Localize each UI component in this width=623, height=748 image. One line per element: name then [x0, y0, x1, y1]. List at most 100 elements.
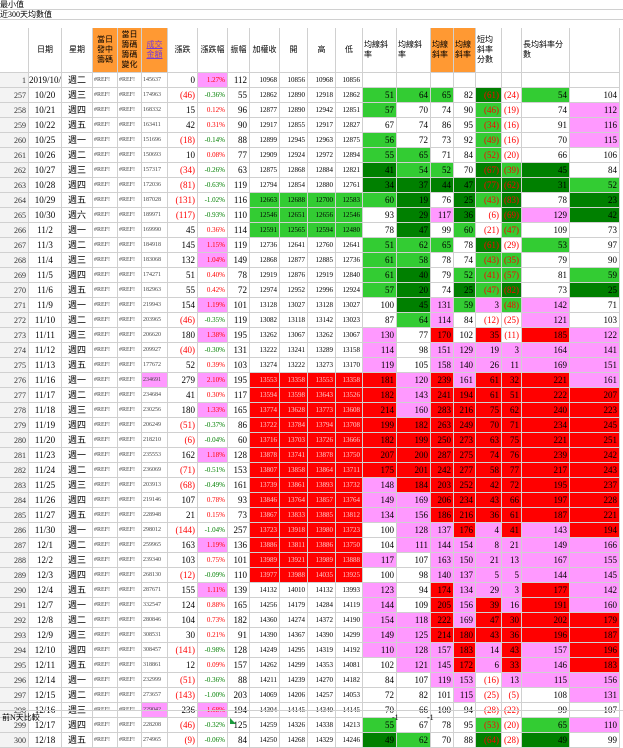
slope-cell[interactable]: 143: [397, 388, 431, 403]
slope-cell[interactable]: 32: [502, 373, 522, 388]
empty-cell[interactable]: [454, 73, 476, 88]
close-cell[interactable]: 12974: [250, 283, 280, 298]
low-cell[interactable]: 13027: [336, 298, 363, 313]
slope-cell[interactable]: 6: [476, 658, 502, 673]
slope-cell[interactable]: 74: [522, 103, 570, 118]
ref-cell[interactable]: #REF!: [118, 733, 142, 748]
slope-cell[interactable]: 29: [397, 208, 431, 223]
slope-cell[interactable]: 54: [397, 163, 431, 178]
slope-cell[interactable]: 221: [570, 508, 620, 523]
change-cell[interactable]: (71): [168, 463, 198, 478]
volume-cell[interactable]: 332547: [142, 598, 168, 613]
volume-cell[interactable]: 228948: [142, 508, 168, 523]
date-cell[interactable]: 11/20: [29, 433, 62, 448]
slope-cell[interactable]: 51: [502, 388, 522, 403]
change-cell[interactable]: (68): [168, 478, 198, 493]
high-cell[interactable]: 12996: [308, 283, 336, 298]
weekday-cell[interactable]: 週二: [62, 463, 93, 478]
weekday-cell[interactable]: 週四: [62, 418, 93, 433]
volume-cell[interactable]: 187028: [142, 193, 168, 208]
slope-cell[interactable]: 125: [397, 628, 431, 643]
slope-cell[interactable]: 42: [476, 478, 502, 493]
slope-cell[interactable]: 144: [363, 598, 397, 613]
slope-cell[interactable]: 114: [363, 343, 397, 358]
slope-cell[interactable]: 142: [570, 583, 620, 598]
slope-cell[interactable]: 156: [454, 598, 476, 613]
percent-cell[interactable]: 1.15%: [198, 238, 228, 253]
slope-cell[interactable]: 214: [363, 403, 397, 418]
ref-cell[interactable]: #REF!: [118, 268, 142, 283]
header-cell[interactable]: 均線斜率: [363, 28, 397, 73]
amplitude-cell[interactable]: 101: [228, 553, 250, 568]
slope-cell[interactable]: (35): [502, 253, 522, 268]
high-cell[interactable]: 12880: [308, 178, 336, 193]
change-cell[interactable]: (131): [168, 193, 198, 208]
ref-cell[interactable]: #REF!: [118, 523, 142, 538]
slope-cell[interactable]: (11): [502, 328, 522, 343]
slope-cell[interactable]: 234: [454, 493, 476, 508]
empty-cell[interactable]: [431, 73, 454, 88]
low-cell[interactable]: 14190: [336, 613, 363, 628]
open-cell[interactable]: 10856: [280, 73, 308, 88]
weekday-cell[interactable]: 週二: [62, 313, 93, 328]
low-cell[interactable]: 13750: [336, 538, 363, 553]
date-cell[interactable]: 10/20: [29, 88, 62, 103]
slope-cell[interactable]: 155: [570, 553, 620, 568]
slope-cell[interactable]: 250: [431, 433, 454, 448]
slope-cell[interactable]: 19: [397, 193, 431, 208]
volume-cell[interactable]: 206620: [142, 328, 168, 343]
slope-cell[interactable]: 100: [363, 568, 397, 583]
amplitude-cell[interactable]: 165: [228, 403, 250, 418]
row-number[interactable]: 285: [0, 508, 29, 523]
slope-cell[interactable]: 117: [363, 553, 397, 568]
slope-cell[interactable]: 194: [454, 388, 476, 403]
percent-cell[interactable]: 0.75%: [198, 553, 228, 568]
ref-cell[interactable]: #REF!: [118, 103, 142, 118]
row-number[interactable]: 272: [0, 313, 29, 328]
weekday-cell[interactable]: 週五: [62, 193, 93, 208]
slope-cell[interactable]: 143: [522, 523, 570, 538]
close-cell[interactable]: 13082: [250, 313, 280, 328]
change-cell[interactable]: 132: [168, 253, 198, 268]
slope-cell[interactable]: 199: [397, 433, 431, 448]
slope-cell[interactable]: 228: [570, 493, 620, 508]
high-cell[interactable]: 14132: [308, 583, 336, 598]
high-cell[interactable]: 13885: [308, 508, 336, 523]
percent-cell[interactable]: 1.19%: [198, 298, 228, 313]
date-cell[interactable]: 11/17: [29, 388, 62, 403]
amplitude-cell[interactable]: 77: [228, 148, 250, 163]
weekday-cell[interactable]: 週一: [62, 133, 93, 148]
row-number[interactable]: 269: [0, 268, 29, 283]
percent-cell[interactable]: 0.39%: [198, 358, 228, 373]
volume-cell[interactable]: 234684: [142, 388, 168, 403]
ref-cell[interactable]: #REF!: [118, 253, 142, 268]
weekday-cell[interactable]: 週一: [62, 448, 93, 463]
amplitude-cell[interactable]: 55: [228, 88, 250, 103]
slope-cell[interactable]: 245: [570, 418, 620, 433]
volume-cell[interactable]: 298012: [142, 523, 168, 538]
ref-cell[interactable]: #REF!: [93, 298, 118, 313]
header-cell[interactable]: 振幅: [228, 28, 250, 73]
change-cell[interactable]: 279: [168, 373, 198, 388]
slope-cell[interactable]: 45: [397, 298, 431, 313]
volume-cell[interactable]: 209927: [142, 343, 168, 358]
slope-cell[interactable]: (43): [476, 253, 502, 268]
open-cell[interactable]: 12945: [280, 133, 308, 148]
ref-cell[interactable]: #REF!: [118, 568, 142, 583]
amplitude-cell[interactable]: 101: [228, 298, 250, 313]
weekday-cell[interactable]: 週六: [62, 208, 93, 223]
change-cell[interactable]: 51: [168, 268, 198, 283]
high-cell[interactable]: 13864: [308, 463, 336, 478]
close-cell[interactable]: 13807: [250, 463, 280, 478]
slope-cell[interactable]: 186: [431, 508, 454, 523]
change-cell[interactable]: 12: [168, 658, 198, 673]
slope-cell[interactable]: 44: [431, 178, 454, 193]
empty-cell[interactable]: [397, 73, 431, 88]
open-cell[interactable]: 13118: [280, 313, 308, 328]
close-cell[interactable]: 13274: [250, 358, 280, 373]
close-cell[interactable]: 12877: [250, 103, 280, 118]
ref-cell[interactable]: #REF!: [93, 238, 118, 253]
ref-cell[interactable]: #REF!: [93, 208, 118, 223]
percent-cell[interactable]: 1.04%: [198, 253, 228, 268]
open-cell[interactable]: 13628: [280, 403, 308, 418]
